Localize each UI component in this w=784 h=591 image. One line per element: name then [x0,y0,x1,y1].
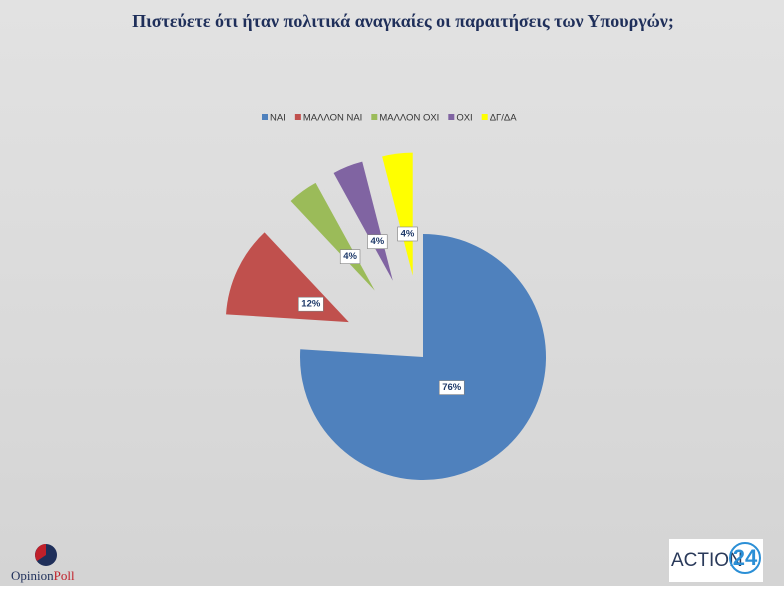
legend-label: ΔΓ/ΔΑ [490,113,518,124]
logo-text: OpinionPoll [11,568,75,583]
right-logo: ACTION 24 [669,539,763,582]
data-label-box [297,296,324,312]
logo-word: Poll [54,568,75,583]
data-label-box [367,234,388,250]
data-label-box [397,226,418,242]
legend-label: ΜΑΛΛΟΝ ΟΧΙ [379,113,439,124]
legend: ΝΑΙ ΜΑΛΛΟΝ ΝΑΙ ΜΑΛΛΟΝ ΟΧΙ ΟΧΙ ΔΓ/ΔΑ [262,113,517,124]
data-label-box [339,249,361,264]
legend-swatch [262,114,268,120]
logo-word: 24 [733,545,758,570]
legend-swatch [294,114,301,120]
pie-slice [333,161,393,281]
logo-ring [729,542,761,574]
data-label: 4% [370,236,384,247]
logo-word: Opinion [11,568,54,583]
chart-title: Πιστεύετε ότι ήταν πολιτικά αναγκαίες οι… [132,11,674,31]
data-label: 4% [401,228,415,239]
data-label-box [438,380,465,395]
pie-slice [300,234,546,480]
legend-swatch [371,114,378,120]
legend-swatch [448,114,455,120]
logo-word: ACTION [671,550,743,571]
data-label: 4% [343,251,357,262]
legend-label: ΝΑΙ [270,113,286,124]
legend-label: ΜΑΛΛΟΝ ΝΑΙ [303,113,362,124]
data-label: 12% [301,299,321,310]
pie-slice [382,152,413,276]
logo-box [669,539,763,582]
logo-icon-wedge [35,544,46,561]
legend-swatch [481,114,488,120]
legend-label: ΟΧΙ [456,113,472,124]
data-label: 76% [442,382,462,393]
left-logo: OpinionPoll [11,544,75,583]
